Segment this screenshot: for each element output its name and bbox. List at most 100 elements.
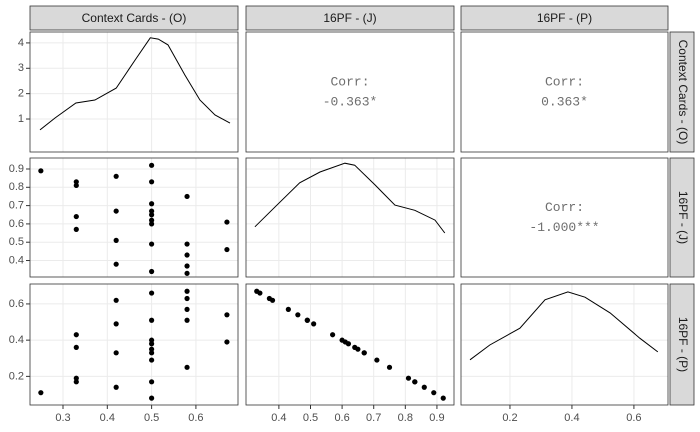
- y-tick-label: 1: [18, 113, 24, 125]
- point: [73, 332, 79, 338]
- point: [73, 213, 79, 220]
- column-strip: [245, 5, 455, 31]
- point: [149, 212, 155, 218]
- y-tick-label: 0.9: [9, 163, 24, 175]
- point: [149, 241, 155, 247]
- point: [73, 344, 79, 350]
- point: [149, 268, 155, 275]
- point: [38, 390, 44, 396]
- x-tick-label: 0.9: [429, 412, 444, 424]
- point: [149, 179, 155, 185]
- panel-border: [29, 283, 239, 406]
- x-tick-label: 0.3: [55, 412, 70, 424]
- density-line: [254, 162, 446, 234]
- point: [224, 312, 230, 318]
- panel: [461, 158, 668, 277]
- point: [184, 317, 190, 323]
- panel-border: [245, 157, 455, 278]
- x-tick-label: 0.2: [502, 412, 517, 424]
- density-line: [469, 291, 659, 361]
- panel-border: [29, 31, 239, 153]
- point: [184, 295, 190, 302]
- x-tick-label: 0.6: [334, 412, 349, 424]
- point: [184, 241, 190, 247]
- point: [304, 317, 310, 323]
- point: [149, 317, 155, 323]
- point: [184, 263, 190, 269]
- panel: [461, 284, 668, 405]
- y-tick-label: 0.4: [9, 334, 24, 346]
- column-strip-label: Context Cards - (O): [82, 11, 187, 25]
- panel-border: [29, 157, 239, 278]
- y-tick-label: 0.7: [9, 200, 24, 212]
- point: [149, 379, 155, 385]
- point: [113, 261, 119, 267]
- point: [149, 217, 155, 223]
- column-strip: [460, 5, 669, 31]
- column-strip-label: 16PF - (J): [323, 11, 376, 25]
- y-tick-label: 2: [18, 88, 24, 100]
- point: [254, 288, 260, 294]
- point: [38, 168, 44, 174]
- point: [285, 306, 291, 312]
- x-tick-label: 0.8: [398, 412, 413, 424]
- point: [361, 350, 367, 356]
- point: [149, 341, 155, 347]
- x-tick-label: 0.5: [303, 412, 318, 424]
- y-tick-label: 4: [18, 37, 24, 49]
- panel: [30, 284, 238, 405]
- corr-value: -1.000***: [529, 220, 599, 235]
- point: [73, 379, 79, 385]
- panel: [246, 32, 454, 152]
- panel: [30, 32, 238, 152]
- x-tick-label: 0.4: [100, 412, 115, 424]
- row-strip: [669, 31, 695, 153]
- point: [330, 332, 336, 338]
- point: [224, 339, 230, 345]
- point: [149, 346, 155, 352]
- panel-border: [245, 31, 455, 153]
- point: [405, 375, 412, 381]
- point: [149, 290, 155, 296]
- y-tick-label: 0.5: [9, 236, 24, 248]
- panel: [461, 32, 668, 152]
- row-strip-label: 16PF - (J): [676, 191, 690, 244]
- corr-value: -0.363*: [323, 94, 378, 109]
- point: [386, 364, 393, 370]
- point: [73, 375, 79, 381]
- y-tick-label: 0.4: [9, 254, 24, 266]
- corr-value: 0.363*: [541, 94, 588, 109]
- row-strip: [669, 283, 695, 406]
- density-line: [39, 37, 231, 131]
- point: [184, 270, 190, 276]
- corr-label: Corr:: [330, 74, 369, 89]
- point: [149, 337, 155, 343]
- point: [184, 306, 190, 312]
- point: [295, 312, 301, 318]
- point: [374, 357, 380, 363]
- point: [311, 321, 317, 327]
- panel: [30, 158, 238, 277]
- point: [73, 226, 79, 232]
- point: [412, 379, 418, 385]
- point: [73, 182, 79, 189]
- y-tick-label: 0.8: [9, 181, 24, 193]
- row-strip-label: Context Cards - (O): [676, 40, 690, 145]
- x-tick-label: 0.6: [626, 412, 641, 424]
- point: [184, 193, 190, 200]
- point: [113, 208, 119, 214]
- point: [73, 179, 79, 185]
- x-tick-label: 0.5: [144, 412, 159, 424]
- panel-border: [460, 283, 669, 406]
- point: [149, 221, 155, 227]
- row-strip: [669, 157, 695, 278]
- panel-border: [460, 157, 669, 278]
- point: [431, 390, 437, 396]
- row-strip-label: 16PF - (P): [676, 317, 690, 372]
- point: [113, 237, 119, 243]
- point: [113, 297, 119, 303]
- point: [149, 357, 155, 363]
- point: [113, 384, 119, 390]
- x-tick-label: 0.4: [271, 412, 286, 424]
